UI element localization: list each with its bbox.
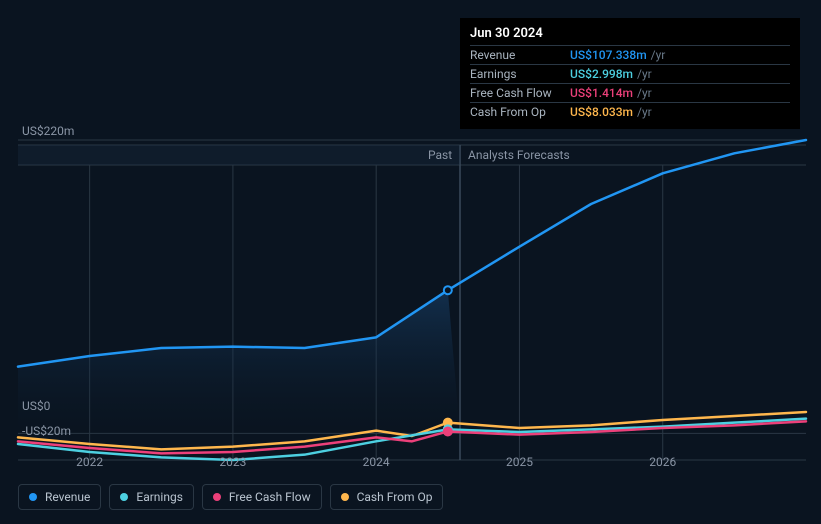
x-axis-label: 2024 — [363, 455, 390, 469]
tooltip-row-value: US$107.338m — [570, 48, 647, 62]
tooltip-row: Free Cash FlowUS$1.414m/yr — [470, 83, 790, 102]
x-axis-label: 2022 — [76, 455, 103, 469]
tooltip-row: Cash From OpUS$8.033m/yr — [470, 102, 790, 121]
tooltip-row-unit: /yr — [637, 105, 652, 119]
tooltip-row-value: US$8.033m — [570, 105, 633, 119]
legend-item[interactable]: Earnings — [109, 484, 194, 510]
chart-legend: Revenue Earnings Free Cash Flow Cash From O… — [18, 484, 443, 510]
legend-item[interactable]: Revenue — [18, 484, 101, 510]
tooltip-row-label: Revenue — [470, 48, 570, 62]
legend-label: Cash From Op — [357, 490, 433, 504]
financial-chart: US$220m US$0 -US$20m Past Analysts Forec… — [0, 0, 821, 524]
y-axis-label: US$220m — [22, 124, 74, 138]
x-axis-label: 2026 — [649, 455, 676, 469]
forecast-label: Analysts Forecasts — [468, 148, 570, 162]
y-axis-label: US$0 — [22, 399, 50, 413]
tooltip-row: EarningsUS$2.998m/yr — [470, 64, 790, 83]
legend-dot-icon — [29, 493, 37, 501]
tooltip-row-value: US$2.998m — [570, 67, 633, 81]
legend-item[interactable]: Cash From Op — [330, 484, 444, 510]
x-axis-label: 2025 — [506, 455, 533, 469]
tooltip-row-unit: /yr — [637, 86, 652, 100]
tooltip-row-label: Cash From Op — [470, 105, 570, 119]
legend-label: Earnings — [136, 490, 183, 504]
tooltip-row-value: US$1.414m — [570, 86, 633, 100]
tooltip-row-unit: /yr — [637, 67, 652, 81]
x-axis-label: 2023 — [219, 455, 246, 469]
legend-item[interactable]: Free Cash Flow — [202, 484, 322, 510]
tooltip-row-label: Free Cash Flow — [470, 86, 570, 100]
tooltip-row-unit: /yr — [651, 48, 666, 62]
tooltip-date: Jun 30 2024 — [470, 26, 790, 45]
chart-tooltip: Jun 30 2024 RevenueUS$107.338m/yrEarning… — [460, 18, 800, 129]
y-axis-label: -US$20m — [22, 424, 71, 438]
legend-dot-icon — [341, 493, 349, 501]
tooltip-row-label: Earnings — [470, 67, 570, 81]
tooltip-row: RevenueUS$107.338m/yr — [470, 45, 790, 64]
legend-label: Free Cash Flow — [229, 490, 311, 504]
legend-label: Revenue — [45, 490, 90, 504]
past-label: Past — [428, 148, 452, 162]
legend-dot-icon — [120, 493, 128, 501]
legend-dot-icon — [213, 493, 221, 501]
